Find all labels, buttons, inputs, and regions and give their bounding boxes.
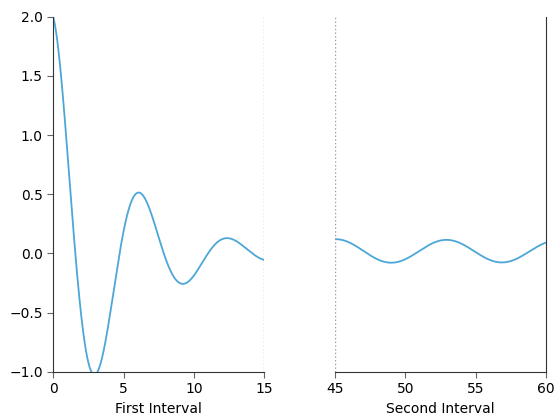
X-axis label: Second Interval: Second Interval (386, 402, 494, 416)
X-axis label: First Interval: First Interval (115, 402, 202, 416)
